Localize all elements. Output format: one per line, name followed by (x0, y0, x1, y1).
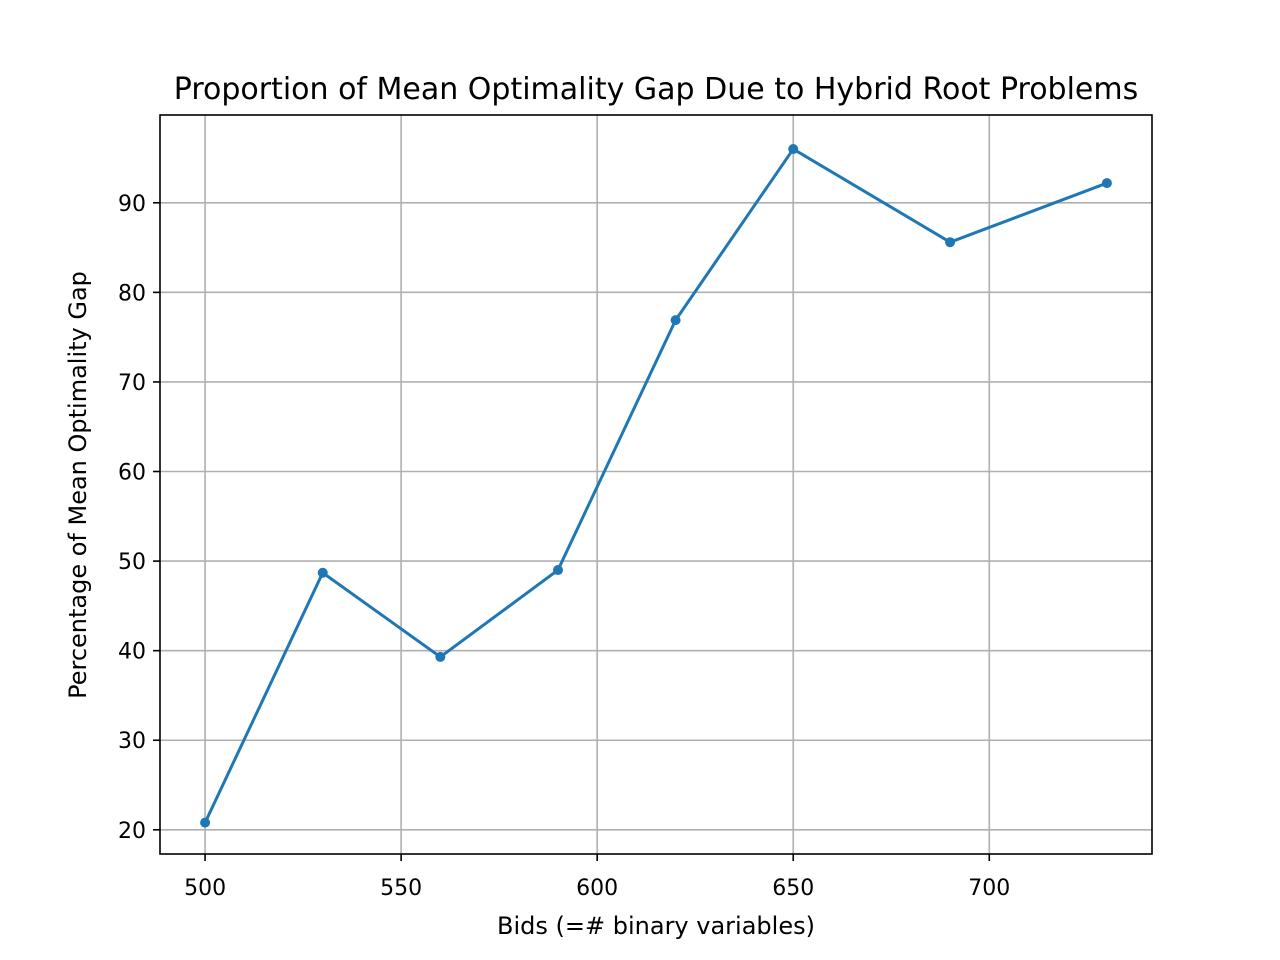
data-point (1101, 178, 1112, 189)
series-layer (200, 144, 1112, 828)
grid (160, 115, 1152, 854)
y-tick-label: 60 (118, 461, 146, 486)
y-tick-label: 80 (118, 281, 146, 306)
data-point (317, 567, 328, 578)
series-line (203, 147, 1109, 825)
data-point (435, 651, 446, 662)
x-tick-label: 500 (184, 876, 226, 901)
x-tick-label: 700 (968, 876, 1010, 901)
y-tick-label: 40 (118, 640, 146, 665)
x-tick-label: 650 (772, 876, 814, 901)
x-axis-label: Bids (=# binary variables) (497, 912, 815, 940)
data-point (552, 565, 563, 576)
axis-ticks: 500 550 600 650 700 20 30 40 50 60 70 80 90 (118, 192, 1010, 901)
plot-frame (159, 114, 1153, 855)
y-tick-label: 70 (118, 371, 146, 396)
x-tick-label: 550 (380, 876, 422, 901)
chart-title: Proportion of Mean Optimality Gap Due to… (174, 72, 1139, 107)
y-tick-label: 30 (118, 729, 146, 754)
y-tick-label: 50 (118, 550, 146, 575)
x-tick-label: 600 (576, 876, 618, 901)
data-point (945, 237, 956, 248)
data-point (670, 315, 681, 326)
y-tick-label: 20 (118, 819, 146, 844)
data-point (788, 144, 799, 155)
data-point (200, 817, 211, 828)
y-axis-label: Percentage of Mean Optimality Gap (64, 271, 92, 699)
y-tick-label: 90 (118, 192, 146, 217)
